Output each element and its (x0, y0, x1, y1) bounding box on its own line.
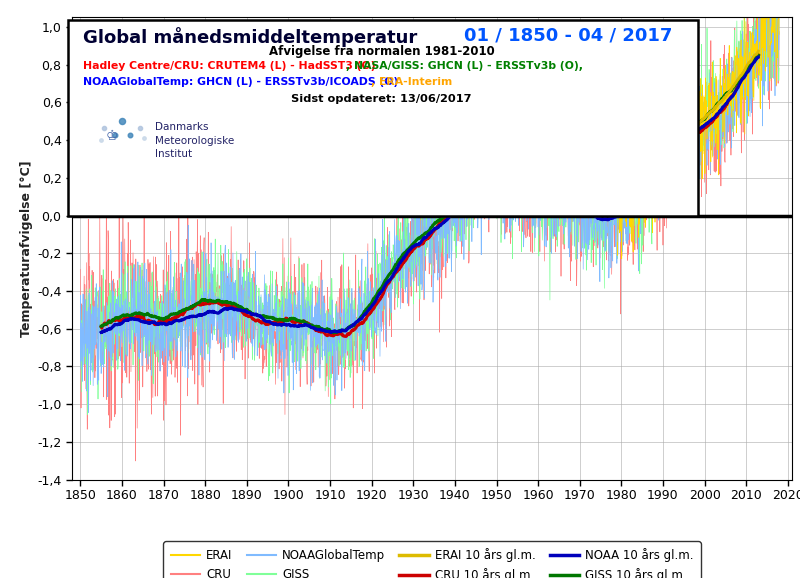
Y-axis label: Temperaturafvigelse [°C]: Temperaturafvigelse [°C] (20, 160, 33, 337)
Text: Sidst opdateret: 13/06/2017: Sidst opdateret: 13/06/2017 (291, 94, 472, 103)
Text: NOAAGlobalTemp: GHCN (L) - ERSSTv3b/ICOADS (O): NOAAGlobalTemp: GHCN (L) - ERSSTv3b/ICOA… (83, 77, 398, 87)
Text: Danmarks
Meteorologiske
Institut: Danmarks Meteorologiske Institut (155, 123, 234, 159)
Text: Afvigelse fra normalen 1981-2010: Afvigelse fra normalen 1981-2010 (269, 45, 494, 58)
Legend: ERAI, CRU, NOAAGlobalTemp, GISS, ERAI 10 års gl.m., CRU 10 års gl.m., NOAA 10 år: ERAI, CRU, NOAAGlobalTemp, GISS, ERAI 10… (163, 542, 701, 578)
Text: 01 / 1850 - 04 / 2017: 01 / 1850 - 04 / 2017 (464, 27, 673, 45)
Text: ♔: ♔ (106, 129, 118, 143)
Text: Global månedsmiddeltemperatur: Global månedsmiddeltemperatur (83, 27, 423, 47)
FancyBboxPatch shape (69, 20, 698, 216)
Text: , NASA/GISS: GHCN (L) - ERSSTv3b (O),: , NASA/GISS: GHCN (L) - ERSSTv3b (O), (346, 61, 582, 71)
Text: , ERA-Interim: , ERA-Interim (371, 77, 452, 87)
Text: Hadley Centre/CRU: CRUTEM4 (L) - HadSST3 (O): Hadley Centre/CRU: CRUTEM4 (L) - HadSST3… (83, 61, 375, 71)
